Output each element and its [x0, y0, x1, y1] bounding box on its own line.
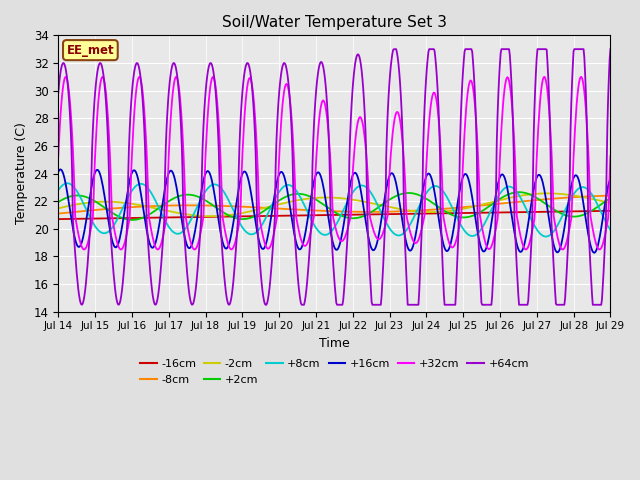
- +64cm: [65, 87, 72, 93]
- X-axis label: Time: Time: [319, 337, 349, 350]
- +32cm: [577, 74, 585, 80]
- +64cm: [607, 46, 614, 52]
- -16cm: [54, 216, 62, 222]
- -2cm: [607, 200, 614, 206]
- Line: +8cm: +8cm: [58, 183, 611, 237]
- -16cm: [177, 215, 185, 220]
- +8cm: [542, 234, 550, 240]
- +8cm: [63, 180, 71, 186]
- +64cm: [177, 127, 185, 133]
- Y-axis label: Temperature (C): Temperature (C): [15, 122, 28, 225]
- +8cm: [207, 182, 215, 188]
- Line: -16cm: -16cm: [58, 211, 611, 219]
- +2cm: [403, 190, 410, 196]
- -16cm: [401, 211, 409, 217]
- +16cm: [178, 218, 186, 224]
- -2cm: [543, 191, 551, 196]
- +16cm: [403, 239, 410, 245]
- -2cm: [121, 200, 129, 206]
- +8cm: [607, 227, 614, 233]
- -8cm: [121, 204, 129, 210]
- Title: Soil/Water Temperature Set 3: Soil/Water Temperature Set 3: [222, 15, 447, 30]
- +2cm: [128, 217, 136, 223]
- +8cm: [403, 228, 410, 233]
- +64cm: [54, 90, 62, 96]
- +16cm: [591, 250, 598, 256]
- -8cm: [207, 203, 214, 208]
- +2cm: [54, 199, 62, 205]
- +32cm: [607, 153, 614, 159]
- Line: +2cm: +2cm: [58, 192, 611, 220]
- -2cm: [54, 205, 62, 211]
- -2cm: [419, 209, 426, 215]
- +16cm: [207, 175, 215, 180]
- +32cm: [54, 153, 62, 159]
- -2cm: [207, 213, 215, 219]
- Line: +64cm: +64cm: [58, 49, 611, 305]
- Line: -2cm: -2cm: [58, 193, 611, 216]
- -8cm: [401, 208, 409, 214]
- +64cm: [207, 60, 214, 66]
- Legend: -16cm, -8cm, -2cm, +2cm, +8cm, +16cm, +32cm, +64cm: -16cm, -8cm, -2cm, +2cm, +8cm, +16cm, +3…: [136, 355, 533, 389]
- +16cm: [122, 199, 130, 205]
- -2cm: [403, 207, 410, 213]
- Line: -8cm: -8cm: [58, 196, 611, 214]
- +16cm: [57, 167, 65, 172]
- -16cm: [121, 215, 129, 221]
- +8cm: [54, 187, 62, 193]
- +2cm: [207, 201, 215, 207]
- +16cm: [65, 201, 73, 207]
- -8cm: [65, 210, 72, 216]
- -8cm: [607, 193, 614, 199]
- +64cm: [403, 286, 411, 291]
- +8cm: [419, 197, 426, 203]
- Text: EE_met: EE_met: [67, 44, 114, 57]
- -8cm: [54, 211, 62, 216]
- +32cm: [418, 227, 426, 232]
- +32cm: [401, 185, 409, 191]
- +8cm: [122, 199, 130, 204]
- +2cm: [121, 216, 129, 222]
- +16cm: [419, 191, 426, 196]
- +2cm: [65, 194, 72, 200]
- +64cm: [262, 302, 269, 308]
- +2cm: [607, 195, 614, 201]
- +64cm: [390, 46, 397, 52]
- -16cm: [607, 208, 614, 214]
- +32cm: [559, 247, 566, 252]
- -16cm: [207, 214, 214, 220]
- +8cm: [178, 229, 186, 235]
- +2cm: [419, 194, 426, 200]
- +16cm: [54, 169, 62, 175]
- +2cm: [178, 192, 186, 198]
- +32cm: [121, 238, 129, 244]
- +64cm: [121, 252, 129, 258]
- Line: +32cm: +32cm: [58, 77, 611, 250]
- -2cm: [177, 211, 185, 216]
- Line: +16cm: +16cm: [58, 169, 611, 253]
- +32cm: [177, 109, 185, 115]
- -2cm: [207, 213, 214, 219]
- +16cm: [607, 175, 614, 181]
- -2cm: [65, 203, 72, 209]
- +8cm: [65, 180, 73, 186]
- +2cm: [515, 189, 523, 195]
- -16cm: [418, 211, 426, 216]
- -8cm: [177, 203, 185, 208]
- +32cm: [65, 83, 72, 89]
- +32cm: [207, 84, 214, 89]
- -16cm: [65, 216, 72, 222]
- +64cm: [419, 149, 427, 155]
- -8cm: [418, 207, 426, 213]
